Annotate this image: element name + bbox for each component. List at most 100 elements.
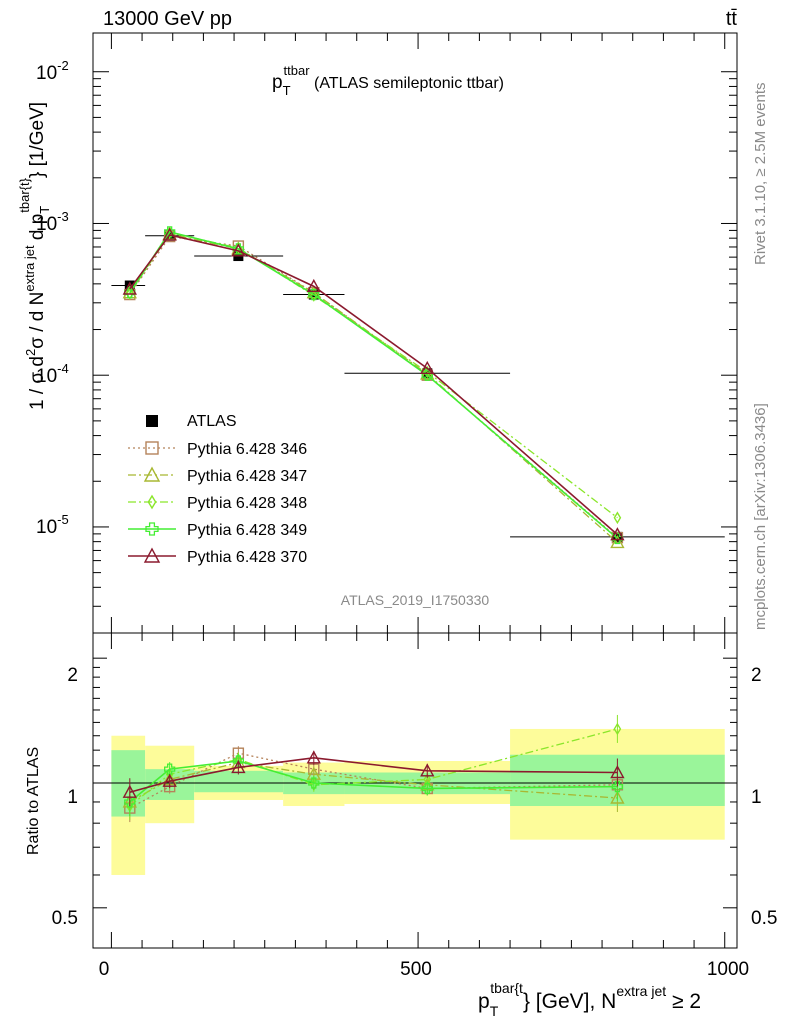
ratio-y-tick-labels-right: 2 1 0.5 [751, 665, 777, 929]
legend-label-atlas: ATLAS [187, 413, 237, 430]
rivet-label: Rivet 3.1.10, ≥ 2.5M events [752, 83, 769, 266]
data-point-triangle [610, 527, 625, 541]
data-point-cross [611, 780, 624, 793]
data-point-cross [308, 777, 320, 789]
mcplots-label: mcplots.cern.ch [arXiv:1306.3436] [752, 403, 769, 630]
data-point-triangle [143, 466, 161, 482]
x-axis-label: pTtbar{t} [GeV], Nextra jet ≥ 2 [478, 980, 701, 1019]
data-point-diamond [613, 722, 622, 736]
legend-marker-2 [128, 466, 176, 482]
data-point-cross [308, 288, 320, 301]
ytick-label-1e-4: 10-4 [36, 361, 69, 387]
ratio-ytick-right-1: 1 [751, 787, 762, 808]
axis-ticks [93, 33, 737, 949]
ratio-ytick-1: 1 [67, 787, 78, 808]
legend-marker-4 [128, 522, 176, 536]
data-point-triangle [231, 243, 246, 257]
legend-marker-1 [128, 441, 176, 455]
ratio-uncertainty-bands [111, 728, 725, 875]
data-point-diamond [165, 226, 174, 240]
xlabel-part-3: T [490, 1003, 499, 1019]
ylabel-part-2: 2 [23, 349, 38, 356]
energy-label: 13000 GeV pp [103, 8, 232, 30]
data-point-cross [124, 796, 136, 808]
legend-label-370: Pythia 6.428 370 [187, 549, 307, 566]
main-plot-frame [92, 32, 738, 634]
series-line [129, 230, 618, 540]
legend-label-347: Pythia 6.428 347 [187, 468, 307, 485]
process-label: tt̄ [726, 8, 738, 30]
xlabel-part-4: } [GeV], N [523, 990, 616, 1013]
ylabel-part-1: 1 / σ d [27, 356, 48, 410]
data-point-triangle [162, 227, 177, 241]
ylabel-part-4: extra jet [22, 245, 37, 292]
legend-label-346: Pythia 6.428 346 [187, 441, 307, 458]
ratio-pythia-6-428-370 [122, 750, 625, 807]
data-point-cross [124, 287, 136, 299]
xlabel-part-2: tbar{t [490, 980, 523, 996]
data-point-triangle [231, 760, 246, 774]
data-point-triangle [143, 547, 161, 563]
data-point-triangle [306, 278, 321, 293]
data-point-triangle [420, 763, 435, 777]
data-point-diamond [613, 511, 622, 525]
ratio-ytick-right-0.5: 0.5 [751, 908, 777, 929]
data-point-triangle [610, 765, 625, 779]
legend: ATLAS Pythia 6.428 346 Pythia 6.428 347 … [187, 413, 307, 566]
ratio-y-tick-labels-left: 2 1 0.5 [52, 665, 78, 929]
ylabel-part-5: d p [27, 214, 48, 246]
ratio-y-axis-label: Ratio to ATLAS [25, 747, 42, 855]
data-point-triangle [610, 535, 625, 549]
ratio-plot-frame [92, 632, 738, 949]
legend-marker-5 [128, 547, 176, 563]
xtick-500: 500 [400, 959, 432, 980]
analysis-id: ATLAS_2019_I1750330 [341, 592, 490, 608]
data-point-triangle [420, 360, 435, 375]
data-point-cross [232, 243, 245, 255]
data-point-triangle [122, 281, 137, 295]
title-sub: T [283, 83, 291, 98]
series-line [129, 234, 618, 536]
data-point-diamond [147, 494, 157, 510]
data-point-triangle [162, 773, 177, 787]
legend-markers [128, 415, 176, 563]
ratio-band-inner [194, 770, 284, 793]
ratio-ytick-right-2: 2 [751, 665, 762, 686]
x-tick-labels: 0 500 1000 [99, 959, 749, 980]
main-plot-series [111, 226, 725, 549]
data-point-triangle [122, 784, 137, 798]
title-rest: (ATLAS semileptonic ttbar) [310, 75, 504, 92]
ylabel-part-7: T [37, 206, 52, 214]
ratio-line [129, 757, 618, 794]
ylabel-part-3: σ / d N [27, 292, 48, 349]
main-y-tick-labels: 10-2 10-3 10-4 10-5 [36, 58, 69, 538]
data-point-square [146, 415, 158, 427]
legend-label-348: Pythia 6.428 348 [187, 495, 307, 512]
ytick-label-1e-5: 10-5 [36, 512, 69, 538]
data-point-diamond [125, 287, 134, 300]
legend-marker-0 [146, 415, 158, 427]
legend-label-349: Pythia 6.428 349 [187, 522, 307, 539]
xtick-0: 0 [99, 959, 110, 980]
data-point-cross [164, 226, 176, 238]
ytick-label-1e-2: 10-2 [36, 58, 69, 84]
main-y-axis-label: 1 / σ d2σ / d Nextra jet d pTtbar{t}} [1… [17, 102, 52, 410]
ratio-line [129, 760, 618, 803]
data-point-cross [164, 763, 176, 775]
ytick-label-1e-3: 10-3 [36, 209, 69, 235]
series-line [129, 235, 618, 539]
title-main: p [272, 72, 283, 93]
ratio-plot-series [122, 714, 625, 823]
data-point-cross [421, 782, 433, 795]
series-pythia-6-428-370 [122, 227, 625, 541]
data-point-cross [145, 522, 159, 536]
xlabel-part-5: extra jet [616, 983, 666, 999]
data-point-triangle [306, 750, 321, 764]
ratio-ytick-0.5: 0.5 [52, 908, 78, 929]
xlabel-part-6: ≥ 2 [666, 990, 701, 1013]
ylabel-part-8: } [1/GeV] [27, 102, 48, 178]
data-point-triangle [610, 790, 625, 804]
legend-marker-3 [128, 494, 176, 510]
data-point-square-open [145, 441, 159, 455]
